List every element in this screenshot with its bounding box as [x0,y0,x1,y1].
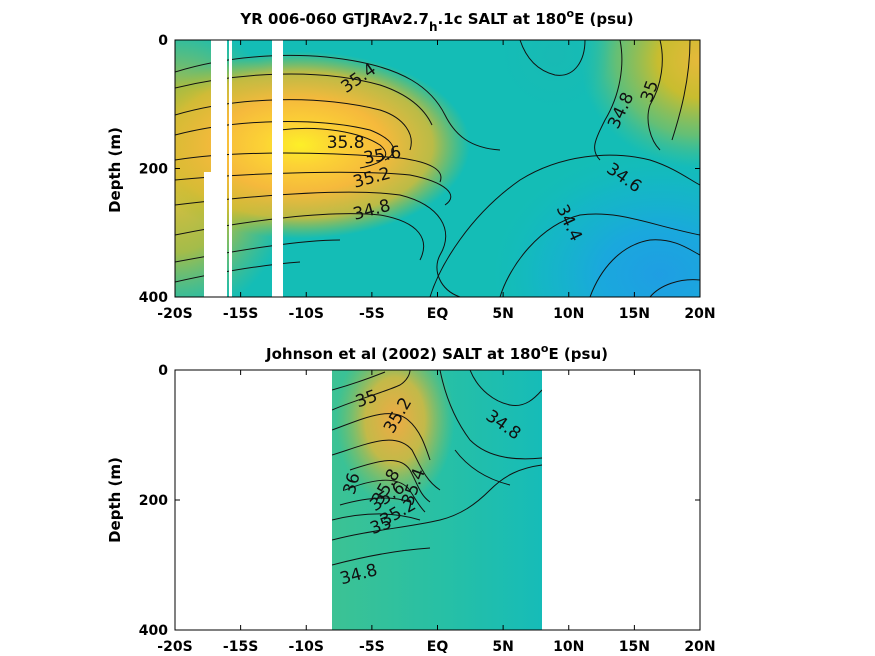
bottom-contour-lines [332,370,542,566]
x-tick-label: -15S [223,639,258,655]
top-missing-bands [204,40,283,297]
x-tick-label: EQ [427,639,449,655]
x-tick-label: -10S [289,306,324,322]
x-tick-label: 5N [492,639,513,655]
x-tick-label: 15N [619,306,650,322]
top-y-axis-label: Depth (m) [106,127,124,213]
y-tick-label: 400 [139,623,168,639]
x-tick-label: -10S [289,639,324,655]
y-tick-label: 400 [139,290,168,306]
x-tick-label: 10N [553,639,584,655]
x-tick-label: -20S [157,306,192,322]
x-tick-label: 15N [619,639,650,655]
x-tick-label: EQ [427,306,449,322]
bottom-y-axis-label: Depth (m) [106,457,124,543]
x-tick-label: -5S [359,639,385,655]
bottom-tick-labels: -20S -15S -10S -5S EQ 5N 10N 15N 20N 0 200 400 [139,363,716,655]
x-tick-label: 20N [684,639,715,655]
top-tick-marks [174,39,701,298]
top-title: YR 006-060 GTJRAv2.7h.1c SALT at 180oE (… [239,7,633,34]
bottom-tick-marks [174,369,701,631]
x-tick-label: -20S [157,639,192,655]
x-tick-label: -5S [359,306,385,322]
y-tick-label: 0 [158,363,168,379]
y-tick-label: 0 [158,33,168,49]
x-tick-label: 20N [684,306,715,322]
y-tick-label: 200 [139,493,168,509]
x-tick-label: 5N [492,306,513,322]
top-heatmap [175,40,700,297]
bottom-heatmap [332,370,542,630]
bottom-title: Johnson et al (2002) SALT at 180oE (psu) [265,342,608,363]
y-tick-label: 200 [139,162,168,178]
x-tick-label: -15S [223,306,258,322]
top-tick-labels: -20S -15S -10S -5S EQ 5N 10N 15N 20N 0 200 400 [139,33,716,322]
x-tick-label: 10N [553,306,584,322]
contour-label: 35.8 [327,133,365,153]
